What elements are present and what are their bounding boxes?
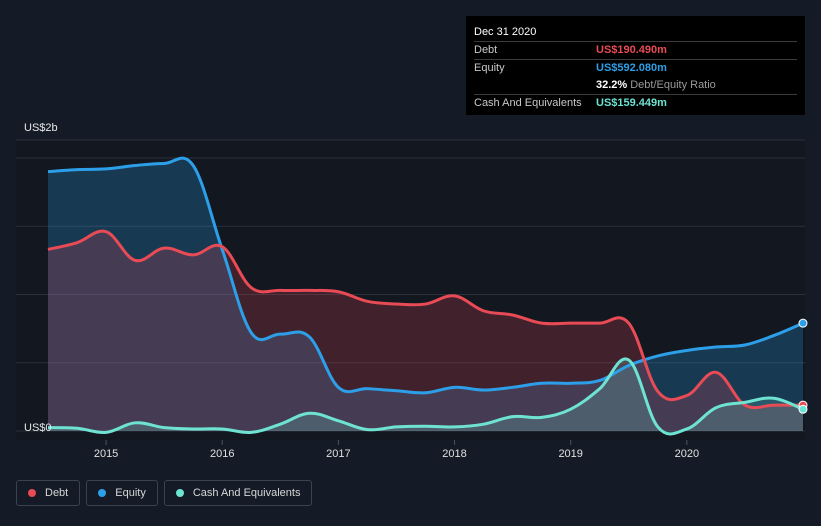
y-axis-top-label: US$2b xyxy=(24,122,58,134)
x-tick-label: 2017 xyxy=(326,448,350,460)
legend-item-equity[interactable]: Equity xyxy=(86,480,158,506)
legend-dot-equity xyxy=(98,489,107,497)
tooltip-cash-label: Cash And Equivalents xyxy=(474,97,582,109)
tooltip-ratio-value: 32.2% xyxy=(596,79,628,91)
tooltip-date: Dec 31 2020 xyxy=(474,26,537,38)
plot-background xyxy=(16,140,805,440)
line-debt xyxy=(47,229,803,410)
legend-dot-cash xyxy=(175,489,184,497)
legend-label-equity: Equity xyxy=(115,487,146,499)
area-equity xyxy=(48,158,803,431)
tooltip-debt-value: US$190.490m xyxy=(596,44,667,56)
marker-equity xyxy=(798,318,808,328)
chart-legend: Debt Equity Cash And Equivalents xyxy=(16,480,313,506)
x-tick-label: 2018 xyxy=(442,448,466,460)
tooltip-cash-value: US$159.449m xyxy=(596,97,667,109)
tooltip-ratio-text: Debt/Equity Ratio xyxy=(630,79,716,91)
legend-item-debt[interactable]: Debt xyxy=(16,480,81,506)
x-axis-ticks: 2015 2016 2017 2018 2019 2020 xyxy=(94,440,699,460)
tooltip-debt-label: Debt xyxy=(474,44,498,56)
line-cash-and-equivalents xyxy=(47,357,804,436)
tooltip-equity-label: Equity xyxy=(474,62,505,74)
x-tick-label: 2019 xyxy=(558,448,582,460)
tooltip-row-equity: Equity US$592.080m xyxy=(474,59,797,77)
series-lines xyxy=(47,156,804,436)
area-debt xyxy=(48,231,803,431)
y-axis-bottom-label: US$0 xyxy=(24,422,52,434)
tooltip-equity-value: US$592.080m xyxy=(596,62,667,74)
x-tick-label: 2015 xyxy=(94,448,118,460)
tooltip-row-ratio: 32.2% Debt/Equity Ratio xyxy=(474,77,797,94)
series-end-markers xyxy=(798,318,808,414)
marker-cash-and-equivalents xyxy=(798,404,808,414)
tooltip-row-debt: Debt US$190.490m xyxy=(474,41,797,59)
x-tick-label: 2016 xyxy=(210,448,234,460)
grid-lines xyxy=(16,139,805,432)
legend-dot-debt xyxy=(28,489,36,497)
line-equity xyxy=(47,156,804,395)
legend-item-cash[interactable]: Cash And Equivalents xyxy=(163,480,313,506)
legend-label-cash: Cash And Equivalents xyxy=(192,487,301,499)
area-cash-and-equivalents xyxy=(48,358,803,435)
legend-label-debt: Debt xyxy=(45,487,69,499)
x-tick-label: 2020 xyxy=(675,448,699,460)
tooltip-panel: Dec 31 2020 Debt US$190.490m Equity US$5… xyxy=(466,16,805,115)
tooltip-row-cash: Cash And Equivalents US$159.449m xyxy=(474,94,797,112)
series-areas xyxy=(48,158,803,435)
